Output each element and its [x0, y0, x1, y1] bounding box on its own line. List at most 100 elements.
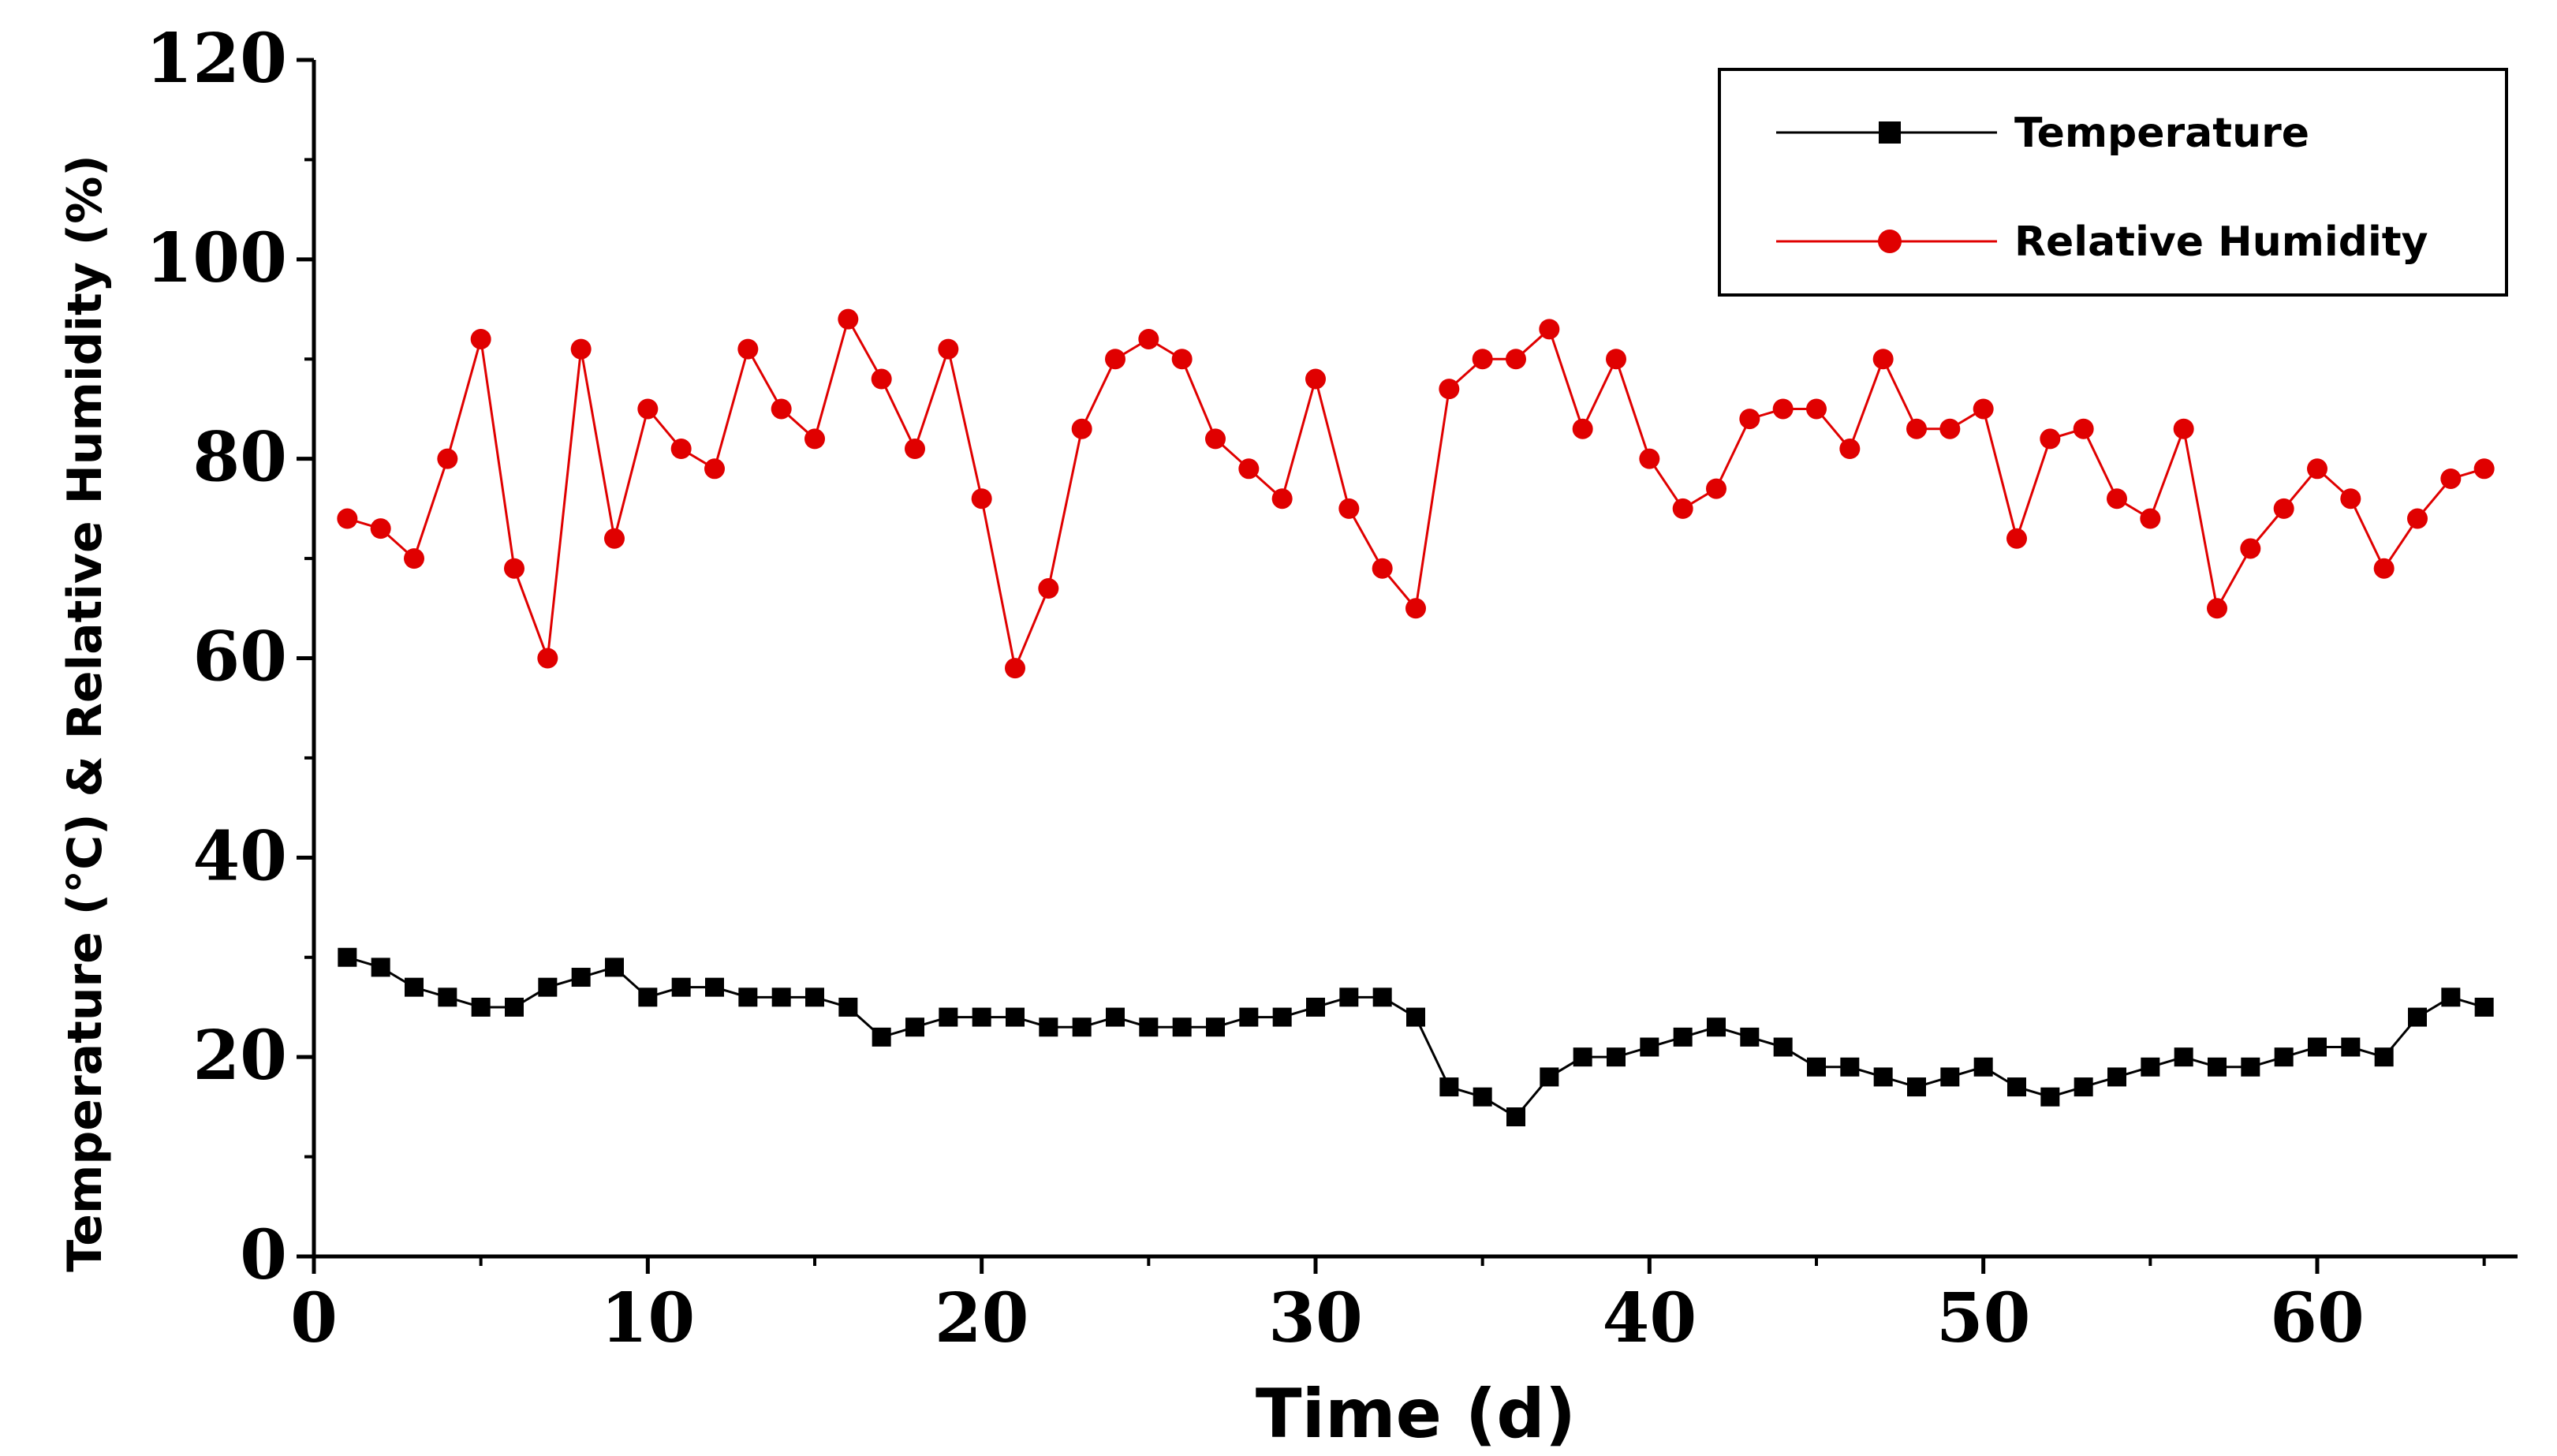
data-point: [470, 328, 491, 349]
data-point: [2274, 1047, 2294, 1067]
data-point: [670, 439, 692, 460]
data-point: [605, 958, 624, 977]
data-point: [2473, 458, 2495, 480]
data-point: [2006, 528, 2027, 549]
series-layer: [337, 308, 2495, 1127]
data-point: [2408, 1007, 2427, 1027]
data-point: [570, 338, 592, 360]
data-point: [1305, 368, 1326, 390]
data-point: [1773, 1037, 1793, 1057]
data-point: [1640, 1037, 1659, 1057]
x-tick-label: 50: [1936, 1279, 2031, 1358]
legend: Temperature Relative Humidity: [1718, 68, 2508, 297]
data-point: [2140, 508, 2161, 529]
data-point: [1206, 1017, 1225, 1037]
data-point: [637, 398, 659, 420]
data-point: [2141, 1057, 2160, 1077]
y-axis-title: Temperature (°C) & Relative Humidity (%): [58, 155, 113, 1272]
data-point: [571, 968, 591, 987]
data-point: [538, 977, 558, 997]
x-axis-title: Time (d): [1256, 1375, 1576, 1454]
data-point: [1807, 1057, 1826, 1077]
legend-box: [1718, 68, 2508, 297]
data-point: [1072, 1017, 1092, 1037]
data-point: [1672, 498, 1693, 519]
data-point: [505, 997, 524, 1017]
x-tick-label: 60: [2270, 1279, 2365, 1358]
data-point: [804, 428, 825, 450]
data-point: [1707, 1017, 1726, 1037]
y-tick-label: 40: [192, 816, 287, 896]
data-point: [1706, 478, 1726, 499]
data-point: [1405, 598, 1426, 619]
data-point: [404, 548, 424, 569]
data-point: [338, 947, 357, 967]
series-relative-humidity: [337, 308, 2495, 679]
y-tick-label: 60: [192, 618, 287, 697]
data-point: [771, 987, 791, 1007]
data-point: [1906, 418, 1927, 439]
data-point: [1973, 398, 1994, 420]
data-point: [1071, 418, 1092, 439]
data-point: [1439, 1077, 1459, 1097]
x-tick-label: 0: [290, 1279, 338, 1358]
y-tick-label: 0: [240, 1215, 287, 1295]
x-tick-label: 20: [935, 1279, 1029, 1358]
data-point: [1539, 319, 1560, 340]
data-point: [471, 997, 491, 1017]
data-point: [2241, 1057, 2260, 1077]
data-point: [1005, 658, 1025, 679]
y-tick-label: 120: [145, 19, 287, 99]
data-point: [2074, 1077, 2093, 1097]
data-point: [771, 398, 792, 420]
data-point: [2107, 488, 2127, 510]
data-point: [1506, 1107, 1525, 1127]
data-point: [437, 448, 458, 469]
legend-label: Temperature: [2014, 110, 2309, 157]
data-point: [871, 368, 892, 390]
data-point: [1372, 987, 1392, 1007]
data-point: [2308, 1037, 2327, 1057]
data-point: [2173, 418, 2194, 439]
data-point: [905, 1017, 924, 1037]
legend-label: Relative Humidity: [2014, 218, 2428, 266]
data-point: [1839, 439, 1861, 460]
data-point: [2474, 997, 2494, 1017]
data-point: [1472, 349, 1493, 370]
data-point: [1039, 1017, 1058, 1037]
data-point: [1238, 458, 1260, 480]
x-tick-label: 10: [600, 1279, 695, 1358]
data-point: [1506, 349, 1526, 370]
data-point: [604, 528, 625, 549]
data-point: [2374, 1047, 2394, 1067]
data-point: [838, 997, 858, 1017]
data-point: [971, 488, 992, 510]
data-point: [2341, 1037, 2361, 1057]
x-tick-label: 30: [1268, 1279, 1363, 1358]
data-point: [872, 1027, 891, 1047]
data-point: [537, 648, 558, 669]
data-point: [1306, 997, 1325, 1017]
data-point: [1106, 1007, 1125, 1027]
data-point: [1372, 558, 1393, 579]
data-point: [2174, 1047, 2193, 1067]
axes: 0 20 40 60 80 100 120 0 10 20 30 40 50 60: [145, 19, 2518, 1358]
data-point: [1573, 1047, 1592, 1067]
data-point: [1540, 1067, 1559, 1087]
data-point: [1873, 1067, 1893, 1087]
legend-marker: [1878, 230, 1902, 253]
data-point: [704, 458, 725, 480]
data-point: [1940, 1067, 1960, 1087]
data-point: [1772, 398, 1794, 420]
data-point: [1171, 349, 1193, 370]
data-point: [1105, 349, 1125, 370]
data-point: [705, 977, 724, 997]
data-point: [2208, 1057, 2227, 1077]
legend-marker: [1879, 121, 1901, 144]
data-point: [805, 987, 824, 1007]
data-point: [2373, 558, 2395, 579]
data-point: [1607, 1047, 1626, 1067]
data-point: [1806, 398, 1827, 420]
data-point: [1338, 498, 1360, 519]
data-point: [1872, 349, 1894, 370]
